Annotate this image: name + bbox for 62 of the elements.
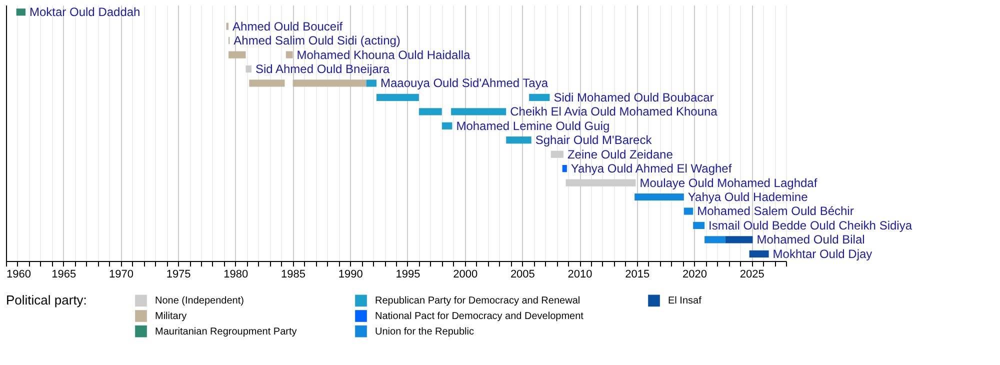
y-tick-label: Cheikh El Avia Ould Mohamed Khouna [510,104,718,119]
bar [292,80,366,87]
bar [529,94,550,101]
x-tick-label: 2000 [453,268,478,280]
bar [562,165,567,172]
x-tick-label: 1975 [166,268,191,280]
bar [366,80,376,87]
x-tick-label: 1980 [224,268,248,280]
y-tick-label: Moktar Ould Daddah [30,5,140,20]
legend-label: Mauritanian Regroupment Party [155,326,297,338]
legend-label: Military [155,311,187,322]
y-tick-label: Mohamed Ould Bilal [756,232,865,247]
bar [684,208,694,215]
bar [286,51,293,58]
y-tick-label: Zeine Ould Zeidane [567,147,674,162]
legend-label: El Insaf [668,296,702,307]
bar [749,250,769,258]
y-tick-label: Yahya Ould Hademine [688,190,808,204]
bar [550,150,564,158]
y-tick-label: Sghair Ould M'Bareck [535,133,653,148]
bar [634,193,684,201]
y-tick-label: Ahmed Ould Bouceif [232,19,344,34]
x-tick-label: 2010 [568,268,592,280]
y-tick-label: Yahya Ould Ahmed El Waghef [570,162,732,176]
y-tick-label: Sidi Mohamed Ould Boubacar [554,90,714,104]
legend-label: National Pact for Democracy and Development [375,311,584,322]
bar [442,122,452,130]
bar [704,236,726,244]
legend-label: Republican Party for Democracy and Renewal [375,296,580,307]
x-tick-label: 2025 [740,268,764,280]
y-tick-label: Maaouya Ould Sid'Ahmed Taya [380,76,548,90]
x-tick-label: 2005 [510,268,535,280]
bar [228,51,246,58]
legend-label: None (Independent) [155,296,244,307]
x-tick-label: 2015 [625,268,650,280]
bar [226,22,229,30]
bar [725,236,753,244]
y-tick-label: Mokhtar Ould Djay [772,246,872,261]
bar [693,222,705,229]
bar [506,136,532,144]
legend-title: Political party: [6,292,87,308]
bar [418,108,442,116]
x-tick-label: 1970 [108,268,134,280]
y-tick-label: Moulaye Ould Mohamed Laghdaf [640,176,818,190]
bar [249,80,285,87]
legend-label: Union for the Republic [375,326,474,338]
bar [246,65,252,73]
x-tick-label: 1960 [6,268,31,280]
x-tick-label: 1990 [338,268,363,280]
bar [451,108,506,116]
x-tick-label: 2020 [682,268,707,280]
y-tick-label: Mohamed Lemine Ould Guig [456,118,610,133]
y-tick-label: Ahmed Salim Ould Sidi (acting) [234,34,400,48]
bar [376,94,419,101]
x-tick-label: 1995 [396,268,420,280]
x-tick-label: 1985 [281,268,306,280]
y-tick-label: Mohamed Salem Ould Béchir [697,204,854,218]
bar [16,8,26,16]
x-tick-label: 1965 [52,268,76,280]
y-tick-label: Sid Ahmed Ould Bneijara [255,62,390,76]
y-tick-label: Mohamed Khouna Ould Haidalla [296,48,471,62]
y-tick-label: Ismail Ould Bedde Ould Cheikh Sidiya [708,218,912,232]
